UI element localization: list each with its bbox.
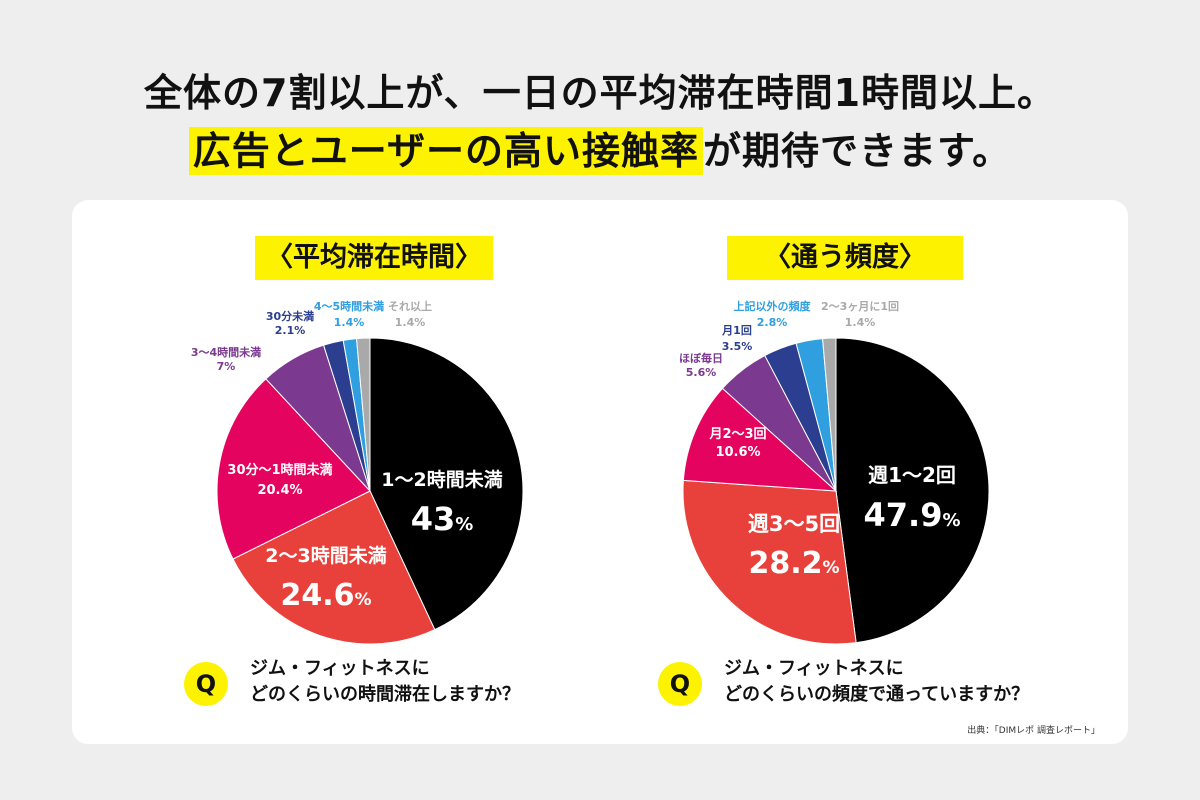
slice-value-0-4: 2.1% — [275, 324, 306, 337]
pie-slice-1-6 — [822, 337, 837, 492]
charts-card: 〈平均滞在時間〉 〈通う頻度〉 1〜2時間未満 43% 2〜3時間未満 24.6% 30… — [72, 200, 1128, 744]
slice-value-1-4: 3.5% — [722, 340, 753, 353]
slice-label-1-4: 月1回 — [721, 323, 752, 337]
slice-label-0-5: 4〜5時間未満 — [314, 299, 384, 313]
pie-slice-1-0 — [835, 337, 990, 644]
question-mark-badge: Q — [184, 662, 228, 706]
pie-charts: 1〜2時間未満43%2〜3時間未満24.6%30分〜1時間未満20.4%3〜4時… — [191, 299, 990, 645]
slice-label-1-3: ほぼ毎日 — [679, 351, 723, 365]
pie-slice-0-1 — [232, 490, 436, 645]
headline-line-2: 広告とユーザーの高い接触率 が期待できます。 — [0, 120, 1200, 175]
question-line-1: ジム・フィットネスに — [250, 658, 430, 679]
pie-slice-0-6 — [356, 337, 371, 492]
slice-value-1-3: 5.6% — [686, 366, 717, 379]
slice-label-1-1: 週3〜5回 — [748, 512, 840, 536]
pie-slice-1-2 — [682, 387, 838, 492]
slice-label-0-2: 30分〜1時間未満 — [227, 462, 332, 478]
question-text: ジム・フィットネスに どのくらいの頻度で通っていますか？ — [724, 656, 1064, 708]
pie-slice-0-0 — [369, 337, 524, 631]
headline-highlight: 広告とユーザーの高い接触率 — [188, 127, 704, 175]
slice-label-1-6: 2〜3ヶ月に1回 — [821, 299, 899, 313]
slice-value-1-5: 2.8% — [757, 316, 788, 329]
question-mark-badge: Q — [658, 662, 702, 706]
slice-value-0-3: 7% — [217, 360, 236, 373]
slice-label-0-6: それ以上 — [388, 299, 432, 313]
slice-value-0-2: 20.4% — [257, 483, 302, 498]
slice-label-0-1: 2〜3時間未満 — [265, 544, 386, 567]
slice-value-1-6: 1.4% — [845, 316, 876, 329]
question-line-2: どのくらいの頻度で通っていますか？ — [724, 684, 1030, 705]
headline-line-1: 全体の7割以上が、一日の平均滞在時間1時間以上。 — [143, 71, 1057, 115]
slice-label-0-0: 1〜2時間未満 — [381, 468, 502, 491]
slice-label-1-2: 月2〜3回 — [708, 427, 766, 442]
slice-label-0-3: 3〜4時間未満 — [191, 345, 261, 359]
question-line-1: ジム・フィットネスに — [724, 658, 904, 679]
pie-slice-1-1 — [682, 479, 857, 645]
question-text: ジム・フィットネスに どのくらいの時間滞在しますか？ — [250, 656, 590, 708]
pie-slice-0-2 — [216, 378, 371, 560]
slice-label-1-0: 週1〜2回 — [868, 463, 956, 487]
slice-label-0-4: 30分未満 — [266, 309, 314, 323]
chart-title-stay-time: 〈平均滞在時間〉 — [255, 236, 493, 280]
source-note: 出典：「DIMレポ 調査レポート」 — [967, 726, 1100, 736]
slice-value-0-5: 1.4% — [334, 316, 365, 329]
headline-rest: が期待できます。 — [703, 129, 1012, 173]
chart-title-frequency: 〈通う頻度〉 — [727, 236, 963, 280]
slice-value-0-1: 24.6% — [280, 578, 371, 613]
question-line-2: どのくらいの時間滞在しますか？ — [250, 684, 520, 705]
slice-value-1-2: 10.6% — [715, 445, 760, 460]
slice-value-0-6: 1.4% — [395, 316, 426, 329]
slice-label-1-5: 上記以外の頻度 — [734, 299, 812, 313]
